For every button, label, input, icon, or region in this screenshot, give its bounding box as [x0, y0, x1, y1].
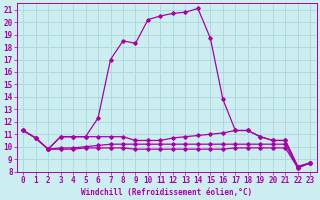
X-axis label: Windchill (Refroidissement éolien,°C): Windchill (Refroidissement éolien,°C) [81, 188, 252, 197]
